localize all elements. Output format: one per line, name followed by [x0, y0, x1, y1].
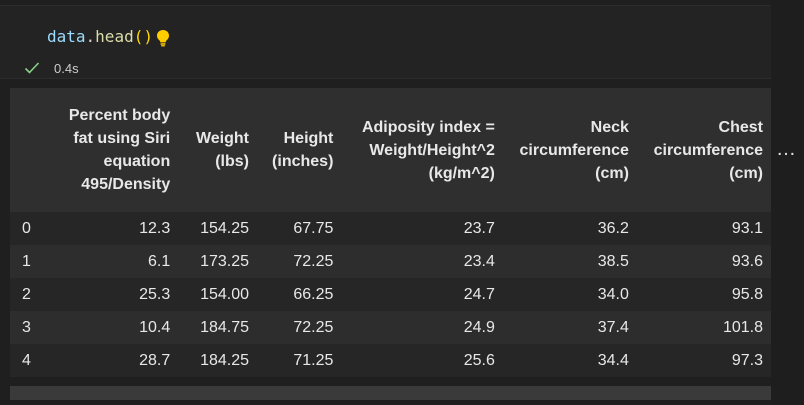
more-columns-indicator: … [776, 138, 797, 160]
table-cell: 154.00 [200, 285, 249, 303]
table-cell: 71.25 [293, 351, 334, 369]
table-row: 0 12.3 154.25 67.75 23.7 36.2 93.1 [10, 212, 771, 245]
row-index: 4 [22, 351, 31, 369]
table-cell: 6.1 [147, 252, 171, 270]
column-header-neck-circumference: Neck circumference (cm) [519, 118, 629, 182]
table-cell: 93.6 [731, 252, 763, 270]
code-parens: () [133, 27, 153, 46]
execution-time: 0.4s [54, 60, 79, 76]
table-header-row: Percent body fat using Siri equation 495… [10, 88, 771, 212]
right-gutter [771, 0, 804, 405]
table-cell: 34.0 [597, 285, 629, 303]
table-cell: 36.2 [597, 219, 629, 237]
code-line[interactable]: data.head() [47, 27, 170, 47]
table-cell: 28.7 [139, 351, 171, 369]
checkmark-icon [24, 62, 40, 74]
table-cell: 72.25 [293, 318, 334, 336]
table-cell: 23.7 [463, 219, 495, 237]
column-header-adiposity-index: Adiposity index = Weight/Height^2 (kg/m^… [361, 118, 495, 182]
table-row: 3 10.4 184.75 72.25 24.9 37.4 101.8 [10, 311, 771, 344]
row-index: 0 [22, 219, 31, 237]
table-cell: 173.25 [200, 252, 249, 270]
lightbulb-icon[interactable] [156, 29, 170, 47]
table-row: 4 28.7 184.25 71.25 25.6 34.4 97.3 [10, 344, 771, 377]
table-cell: 10.4 [139, 318, 171, 336]
table-cell: 37.4 [597, 318, 629, 336]
table-cell: 24.7 [463, 285, 495, 303]
table-cell: 24.9 [463, 318, 495, 336]
column-header-index [10, 88, 56, 212]
table-cell: 25.6 [463, 351, 495, 369]
table-cell: 34.4 [597, 351, 629, 369]
execution-status: 0.4s [24, 58, 79, 78]
row-index: 2 [22, 285, 31, 303]
column-header-height: Height (inches) [272, 130, 334, 170]
column-header-percent-body-fat: Percent body fat using Siri equation 495… [68, 107, 171, 193]
code-dot: . [85, 27, 96, 46]
table-cell: 184.25 [200, 351, 249, 369]
notebook-cell[interactable]: data.head() 0.4s Percent body fat using … [0, 0, 771, 405]
code-variable: data [47, 27, 86, 46]
cell-output: Percent body fat using Siri equation 495… [10, 88, 771, 405]
column-header-chest-circumference: Chest circumference (cm) [653, 118, 763, 182]
row-index: 3 [22, 318, 31, 336]
table-cell: 93.1 [731, 219, 763, 237]
table-cell: 38.5 [597, 252, 629, 270]
table-cell: 25.3 [139, 285, 171, 303]
table-row: 1 6.1 173.25 72.25 23.4 38.5 93.6 [10, 245, 771, 278]
cell-input[interactable]: data.head() 0.4s [0, 5, 771, 79]
horizontal-scrollbar[interactable] [10, 386, 771, 400]
row-index: 1 [22, 252, 31, 270]
dataframe-table: Percent body fat using Siri equation 495… [10, 88, 771, 377]
table-cell: 67.75 [293, 219, 334, 237]
table-cell: 95.8 [731, 285, 763, 303]
table-cell: 97.3 [731, 351, 763, 369]
code-function: head [95, 27, 134, 46]
table-cell: 72.25 [293, 252, 334, 270]
table-cell: 66.25 [293, 285, 334, 303]
table-cell: 184.75 [200, 318, 249, 336]
table-row: 2 25.3 154.00 66.25 24.7 34.0 95.8 [10, 278, 771, 311]
table-cell: 101.8 [722, 318, 763, 336]
table-cell: 12.3 [139, 219, 171, 237]
column-header-weight: Weight (lbs) [195, 130, 249, 170]
table-cell: 23.4 [463, 252, 495, 270]
table-cell: 154.25 [200, 219, 249, 237]
